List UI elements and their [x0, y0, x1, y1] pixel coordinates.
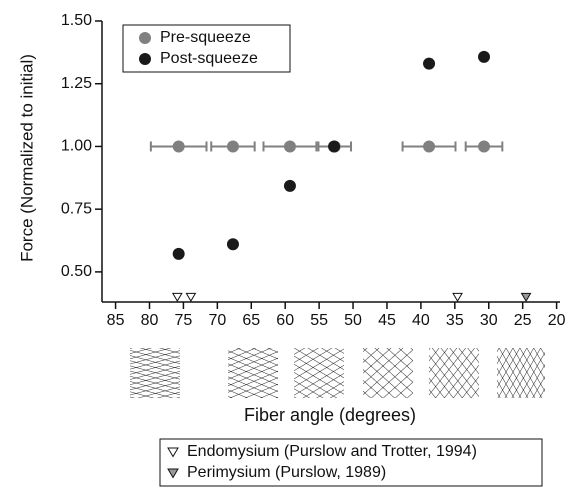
x-tick-label: 25	[514, 312, 532, 329]
y-tick-label: 0.75	[61, 200, 92, 217]
point	[226, 238, 239, 251]
point	[478, 140, 491, 153]
x-tick-label: 75	[175, 312, 193, 329]
point	[172, 140, 185, 153]
legend-marker	[167, 468, 179, 479]
y-tick-label: 0.50	[61, 263, 92, 280]
legend-marker	[139, 53, 151, 65]
reference-legend-box	[159, 438, 543, 487]
point	[283, 140, 296, 153]
point	[328, 140, 341, 153]
x-tick-label: 40	[412, 312, 430, 329]
legend-box	[122, 24, 291, 73]
point	[226, 140, 239, 153]
point	[172, 247, 185, 260]
legend-marker	[167, 447, 179, 458]
y-axis-label: Force (Normalized to initial)	[17, 54, 36, 262]
x-tick-label: 35	[446, 312, 464, 329]
x-tick-label: 30	[480, 312, 498, 329]
legend-label: Pre-squeeze	[160, 29, 251, 46]
point	[478, 50, 491, 63]
x-tick-label: 60	[276, 312, 294, 329]
point	[283, 179, 296, 192]
x-tick-label: 65	[242, 312, 260, 329]
legend-marker	[139, 32, 151, 44]
fiber-illustrations	[130, 348, 545, 398]
x-tick-label: 55	[310, 312, 328, 329]
y-tick-label: 1.25	[61, 75, 92, 92]
point	[423, 140, 436, 153]
reference-marker	[452, 292, 463, 303]
x-axis-label: Fiber angle (degrees)	[244, 405, 416, 425]
y-tick-label: 1.50	[61, 12, 92, 29]
x-tick-label: 20	[548, 312, 566, 329]
x-tick-label: 85	[107, 312, 125, 329]
legend-label: Post-squeeze	[160, 50, 258, 67]
x-tick-label: 50	[344, 312, 362, 329]
legend-label: Perimysium (Purslow, 1989)	[187, 464, 386, 481]
reference-marker	[520, 292, 532, 303]
x-tick-label: 80	[141, 312, 159, 329]
legend-label: Endomysium (Purslow and Trotter, 1994)	[187, 443, 477, 460]
reference-marker	[171, 292, 183, 303]
point	[423, 57, 436, 70]
x-tick-label: 45	[378, 312, 396, 329]
x-tick-label: 70	[208, 312, 226, 329]
y-tick-label: 1.00	[61, 138, 92, 155]
reference-marker	[185, 292, 197, 303]
